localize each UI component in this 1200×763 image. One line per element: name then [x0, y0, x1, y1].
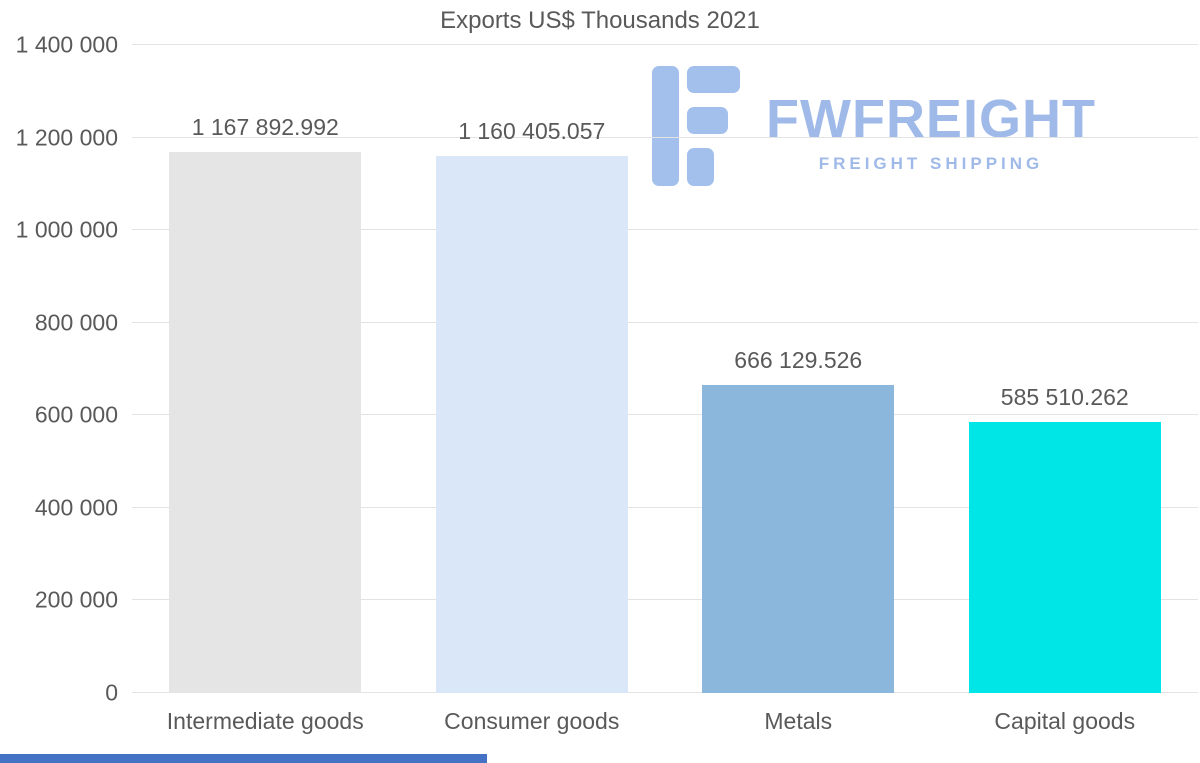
gridline	[132, 599, 1198, 601]
x-tick-label: Capital goods	[994, 708, 1136, 734]
bar-value-label: 666 129.526	[734, 346, 863, 373]
x-tick-label: Intermediate goods	[166, 708, 364, 734]
y-tick-label: 1 000 000	[15, 216, 118, 243]
gridline	[132, 506, 1198, 508]
gridline	[132, 321, 1198, 323]
y-tick-label: 400 000	[34, 494, 118, 521]
bar-intermediate-goods	[169, 152, 362, 693]
bar-column: 1 160 405.057	[399, 45, 666, 693]
gridline	[132, 44, 1198, 45]
gridline	[132, 692, 1198, 693]
bar-column: 666 129.526	[665, 45, 932, 693]
bars-container: 1 167 892.992 1 160 405.057 666 129.526 585…	[132, 45, 1198, 693]
gridline	[132, 136, 1198, 138]
bar-consumer-goods	[435, 155, 628, 693]
gridline	[132, 229, 1198, 231]
y-tick-label: 200 000	[34, 586, 118, 613]
bar-column: 585 510.262	[932, 45, 1199, 693]
chart-title: Exports US$ Thousands 2021	[440, 7, 760, 34]
y-axis: 0 200 000 400 000 600 000 800 000 1 000 000 1 …	[0, 32, 124, 706]
gridline	[132, 414, 1198, 416]
plot-area: 1 167 892.992 1 160 405.057 666 129.526 585…	[132, 44, 1198, 693]
y-tick-label: 1 200 000	[15, 124, 118, 151]
bar-metals	[702, 384, 895, 693]
x-tick-label: Consumer goods	[444, 708, 620, 734]
bar-value-label: 1 167 892.992	[191, 114, 339, 141]
bar-column: 1 167 892.992	[132, 45, 399, 693]
x-axis: Intermediate goods Consumer goods Metals Ca…	[132, 708, 1198, 735]
bar-value-label: 585 510.262	[1000, 384, 1129, 410]
bar-value-label: 1 160 405.057	[458, 117, 606, 144]
x-tick-label: Metals	[764, 708, 833, 734]
y-tick-label: 800 000	[34, 309, 118, 336]
y-tick-label: 0	[105, 679, 118, 706]
y-tick-label: 1 400 000	[15, 31, 118, 58]
bottom-accent-bar	[0, 754, 487, 763]
bar-capital-goods	[968, 422, 1161, 693]
y-tick-label: 600 000	[34, 401, 118, 428]
